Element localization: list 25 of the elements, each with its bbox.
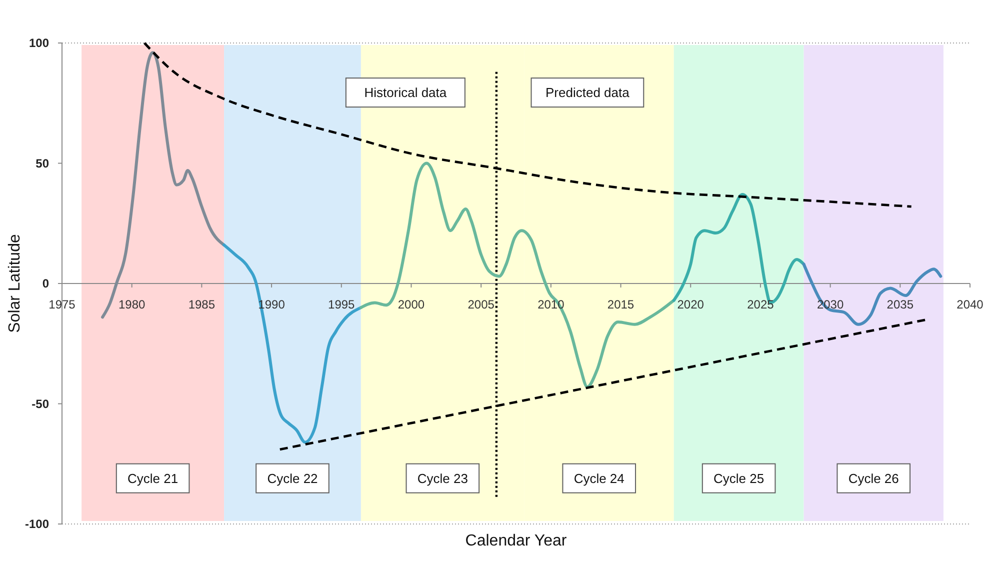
- x-tick-label: 2020: [677, 298, 704, 312]
- y-tick-label: -50: [32, 396, 50, 411]
- x-tick-label: 2000: [398, 298, 425, 312]
- x-tick-label: 2015: [607, 298, 634, 312]
- y-tick-label: 0: [42, 276, 50, 290]
- x-tick-label: 1985: [188, 298, 216, 312]
- band-label: Cycle 26: [848, 470, 899, 486]
- x-tick-label: 1995: [328, 298, 356, 312]
- x-tick-label: 1980: [118, 298, 146, 312]
- y-tick-label: -100: [24, 517, 50, 531]
- y-axis-title: Solar Latitude: [6, 234, 24, 333]
- y-tick-label: 50: [36, 156, 50, 170]
- annotation: Predicted data: [546, 85, 630, 100]
- y-tick-label: 100: [28, 36, 50, 50]
- x-tick-label: 2035: [886, 298, 914, 312]
- x-tick-label: 2040: [956, 298, 984, 312]
- band-label: Cycle 25: [714, 470, 764, 486]
- band-label: Cycle 24: [574, 470, 624, 486]
- band-label: Cycle 22: [267, 470, 318, 486]
- band-label: Cycle 23: [417, 470, 468, 486]
- annotation: Historical data: [364, 85, 448, 100]
- x-tick-label: 2025: [747, 298, 774, 312]
- x-axis-title: Calendar Year: [465, 532, 568, 550]
- band-label: Cycle 21: [128, 470, 178, 486]
- x-tick-label: 2005: [468, 298, 495, 312]
